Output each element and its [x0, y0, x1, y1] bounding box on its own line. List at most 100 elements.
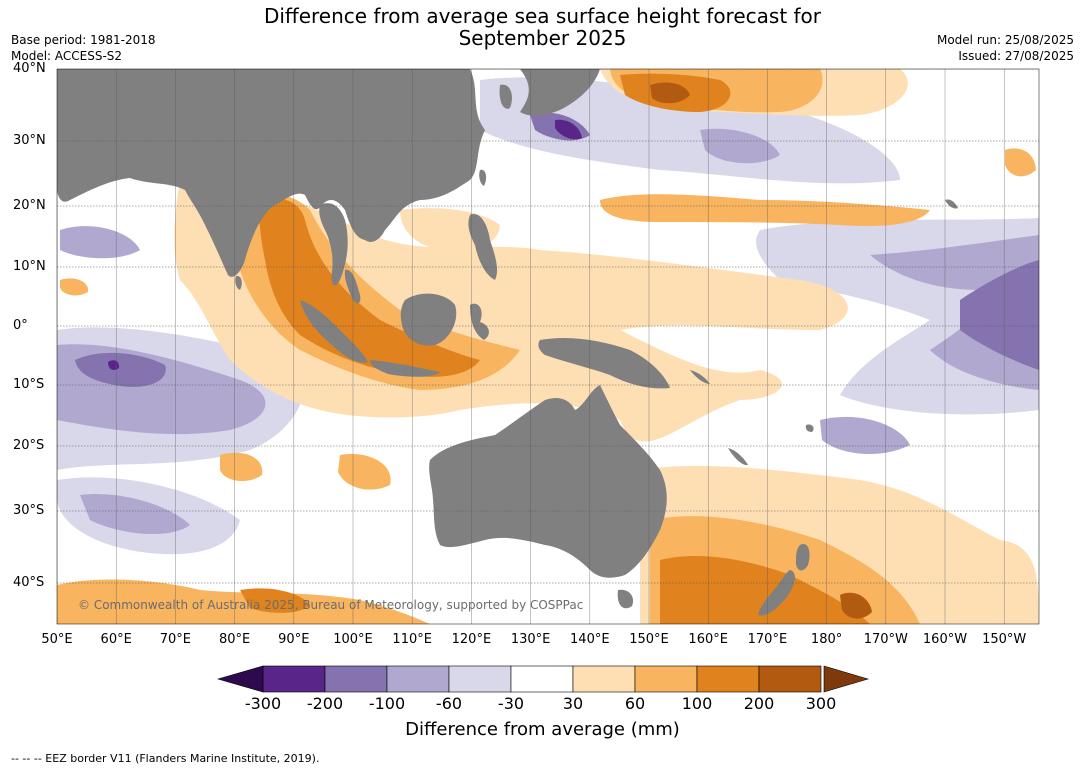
indochina-peninsula: [319, 203, 348, 286]
borneo: [400, 293, 457, 346]
longitude-label: 120°E: [451, 632, 492, 647]
latitude-label: 10°N: [13, 259, 46, 274]
longitude-label: 130°E: [510, 632, 551, 647]
title-line-1: Difference from average sea surface heig…: [263, 4, 822, 28]
colorbar-tick-label: -100: [368, 694, 406, 713]
colorbar-swatch: [572, 665, 636, 693]
model-run-date: Model run: 25/08/2025: [936, 33, 1074, 47]
colorbar-tick-label: 30: [562, 694, 584, 713]
north-pacific-negative-blob: [700, 128, 780, 164]
colorbar-under-triangle: [216, 665, 264, 693]
longitude-label: 90°E: [278, 632, 310, 647]
new-caledonia: [728, 448, 748, 466]
malay-peninsula: [344, 269, 361, 304]
colorbar-title: Difference from average (mm): [405, 719, 680, 740]
map-frame: [57, 69, 1039, 624]
korea-peninsula: [499, 84, 512, 109]
colorbar: [216, 665, 870, 693]
longitude-label: 70°E: [159, 632, 192, 647]
colorbar-swatch: [386, 665, 450, 693]
colorbar-over-triangle: [823, 665, 870, 693]
colorbar-swatch: [758, 665, 822, 693]
issued-date: Issued: 27/08/2025: [958, 49, 1074, 63]
colorbar-tick-label: -300: [244, 694, 282, 713]
map-title: Difference from average sea surface heig…: [0, 5, 1085, 49]
arabian-sea-negative: [60, 226, 140, 259]
colorbar-swatch: [448, 665, 512, 693]
longitude-label: 180°: [810, 632, 843, 647]
sumatra: [300, 300, 368, 363]
longitude-label: 100°E: [333, 632, 373, 647]
sulawesi: [470, 303, 489, 340]
colorbar-swatch: [634, 665, 698, 693]
run-info: Model run: 25/08/2025 Issued: 27/08/2025: [937, 32, 1074, 64]
new-zealand-north: [795, 543, 810, 571]
colorbar-swatch: [696, 665, 760, 693]
south-indian-negative-core: [80, 494, 190, 535]
colorbar-swatch: [510, 665, 574, 693]
longitude-label: 140°E: [570, 632, 610, 647]
tasman-sea-positive-strong: [660, 555, 870, 624]
longitude-label: 110°E: [392, 632, 432, 647]
japan-islands: [520, 69, 600, 116]
kuroshio-negative-max: [555, 119, 582, 140]
base-period: Base period: 1981-2018: [11, 33, 156, 47]
colorbar-swatch: [262, 665, 326, 693]
latitude-label: 10°S: [13, 377, 45, 392]
title-line-2: September 2025: [458, 26, 627, 50]
indonesian-throughflow-strong: [259, 198, 480, 377]
longitude-label: 60°E: [100, 632, 132, 647]
solomon-islands: [690, 370, 710, 384]
southern-ocean-positive-band: [57, 579, 430, 624]
colorbar-tick-label: 100: [681, 694, 713, 713]
latitude-label: 20°S: [13, 438, 45, 453]
australia-continent: [429, 385, 667, 578]
longitude-label: 160°E: [688, 632, 728, 647]
colorbar-tick-label: 300: [805, 694, 837, 713]
latitude-label: 0°: [13, 318, 28, 333]
longitude-label: 50°E: [41, 632, 73, 647]
latitude-label: 30°N: [13, 133, 46, 148]
subtropical-north-pacific-positive: [600, 194, 930, 227]
model-name: Model: ACCESS-S2: [11, 49, 123, 63]
taiwan: [479, 169, 487, 186]
latitude-label: 40°N: [13, 61, 46, 76]
south-indian-positive-blob-2: [338, 454, 391, 490]
nw-pacific-positive-max: [650, 82, 690, 104]
philippines: [468, 214, 498, 280]
east-pacific-negative-max: [960, 260, 1039, 370]
latitude-label: 30°S: [13, 503, 45, 518]
new-guinea: [538, 338, 670, 389]
colorbar-swatch: [324, 665, 388, 693]
south-indian-positive-blob: [220, 452, 263, 482]
colorbar-tick-label: 200: [743, 694, 775, 713]
longitude-label: 170°W: [863, 632, 908, 647]
map-border: [56, 68, 1040, 625]
south-pacific-negative-blob: [820, 416, 910, 455]
latitude-label: 40°S: [13, 575, 45, 590]
asia-landmass: [57, 69, 485, 277]
land-masses: [57, 69, 958, 616]
longitude-label: 170°E: [747, 632, 788, 647]
colorbar-tick-label: 60: [624, 694, 646, 713]
fiji: [805, 424, 814, 432]
colorbar-tick-label: -60: [435, 694, 463, 713]
copyright-notice: © Commonwealth of Australia 2025, Bureau…: [78, 598, 584, 612]
nw-pacific-negative-belt: [480, 77, 900, 184]
longitude-label: 150°W: [982, 632, 1027, 647]
southern-ocean-positive-strong: [240, 588, 310, 613]
tasmania: [617, 589, 634, 609]
indian-ocean-negative-max: [75, 352, 166, 387]
eez-footnote: -- -- -- EEZ border V11 (Flanders Marine…: [11, 752, 320, 765]
latitude-label: 20°N: [13, 198, 46, 213]
colorbar-tick-label: -200: [306, 694, 344, 713]
longitude-label: 150°E: [629, 632, 669, 647]
java: [370, 360, 440, 377]
graticule: [57, 69, 1039, 624]
longitude-label: 160°W: [922, 632, 968, 647]
sri-lanka: [235, 275, 242, 290]
far-east-pacific-positive: [1005, 148, 1036, 177]
colorbar-tick-label: -30: [497, 694, 525, 713]
tasman-sea-positive-max: [840, 592, 872, 619]
